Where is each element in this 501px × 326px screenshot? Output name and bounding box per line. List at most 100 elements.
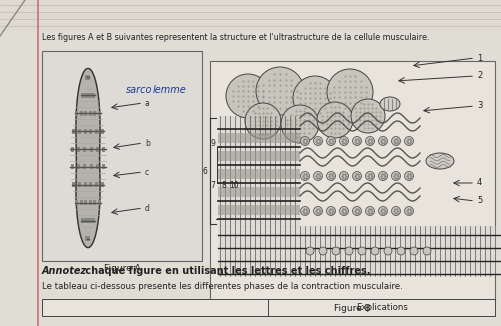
- Circle shape: [326, 137, 335, 145]
- Circle shape: [378, 206, 387, 215]
- Bar: [83, 165, 86, 170]
- Bar: [87, 75, 90, 80]
- Text: 2: 2: [476, 71, 481, 80]
- Bar: [83, 218, 86, 223]
- Circle shape: [326, 171, 335, 181]
- Bar: [81, 93, 84, 98]
- Circle shape: [300, 137, 309, 145]
- Bar: [95, 183, 98, 187]
- Text: Explications: Explications: [355, 303, 407, 312]
- Circle shape: [404, 171, 413, 181]
- Circle shape: [313, 206, 322, 215]
- Circle shape: [326, 206, 335, 215]
- Text: Figure B: Figure B: [334, 304, 370, 313]
- Bar: [77, 165, 80, 170]
- Bar: [89, 128, 92, 134]
- Circle shape: [318, 247, 326, 255]
- Circle shape: [339, 171, 348, 181]
- Circle shape: [316, 102, 352, 138]
- Bar: [101, 183, 104, 187]
- Bar: [97, 111, 100, 116]
- Circle shape: [422, 247, 430, 255]
- Bar: [92, 93, 95, 98]
- Circle shape: [300, 206, 309, 215]
- Circle shape: [357, 247, 365, 255]
- Circle shape: [370, 247, 378, 255]
- Bar: [93, 200, 96, 205]
- Text: 1: 1: [476, 54, 481, 63]
- Text: chaque figure en utilisant les lettres et les chiffres.: chaque figure en utilisant les lettres e…: [82, 266, 370, 276]
- Bar: [83, 93, 86, 98]
- Bar: [72, 128, 75, 134]
- Text: Le tableau ci-dessous presente les differentes phases de la contraction musculai: Le tableau ci-dessous presente les diffe…: [42, 282, 402, 291]
- Text: 6: 6: [202, 167, 206, 175]
- Bar: [90, 165, 93, 170]
- Circle shape: [352, 137, 361, 145]
- Circle shape: [391, 171, 400, 181]
- Text: Figure A: Figure A: [103, 264, 140, 273]
- Circle shape: [409, 247, 417, 255]
- Bar: [89, 93, 92, 98]
- Bar: [85, 218, 88, 223]
- Bar: [84, 200, 87, 205]
- Circle shape: [313, 137, 322, 145]
- Text: Les figures A et B suivantes representent la structure et l'ultrastructure de la: Les figures A et B suivantes representen…: [42, 33, 429, 42]
- Circle shape: [339, 206, 348, 215]
- Circle shape: [339, 137, 348, 145]
- Circle shape: [352, 206, 361, 215]
- Bar: [86, 75, 89, 80]
- Circle shape: [326, 69, 372, 115]
- Bar: [86, 236, 89, 241]
- Bar: [71, 146, 74, 152]
- Circle shape: [365, 206, 374, 215]
- Bar: [0, 0, 501, 31]
- Circle shape: [404, 206, 413, 215]
- Bar: [217, 116, 300, 226]
- Bar: [42, 51, 201, 261]
- Bar: [209, 61, 494, 301]
- Text: c: c: [145, 168, 149, 177]
- Bar: [217, 226, 499, 276]
- Bar: [102, 146, 105, 152]
- Circle shape: [293, 76, 336, 120]
- Bar: [87, 236, 90, 241]
- Circle shape: [365, 171, 374, 181]
- Circle shape: [396, 247, 404, 255]
- Circle shape: [383, 247, 391, 255]
- Ellipse shape: [425, 153, 453, 169]
- Circle shape: [306, 247, 313, 255]
- Bar: [217, 205, 300, 215]
- Bar: [75, 200, 78, 205]
- Bar: [90, 146, 93, 152]
- Bar: [96, 146, 99, 152]
- Circle shape: [281, 105, 318, 143]
- Bar: [84, 183, 87, 187]
- Ellipse shape: [379, 97, 399, 111]
- Circle shape: [365, 137, 374, 145]
- Text: 8: 8: [221, 182, 226, 190]
- Text: sarco: sarco: [126, 85, 152, 95]
- Bar: [87, 75, 90, 80]
- Circle shape: [244, 103, 281, 139]
- Circle shape: [352, 171, 361, 181]
- Bar: [80, 200, 83, 205]
- Text: a: a: [145, 99, 149, 108]
- Circle shape: [331, 247, 339, 255]
- Text: lemme: lemme: [153, 85, 186, 95]
- Bar: [87, 93, 90, 98]
- Bar: [217, 186, 300, 198]
- Bar: [89, 183, 92, 187]
- Circle shape: [391, 206, 400, 215]
- Text: d: d: [145, 204, 150, 213]
- Bar: [85, 75, 88, 80]
- Bar: [95, 128, 98, 134]
- Text: 9: 9: [210, 140, 214, 149]
- Text: 4: 4: [476, 178, 481, 187]
- Polygon shape: [76, 68, 100, 248]
- Text: 7: 7: [210, 182, 214, 190]
- Bar: [75, 111, 78, 116]
- Circle shape: [350, 99, 384, 133]
- Bar: [85, 236, 88, 241]
- Bar: [87, 218, 90, 223]
- Bar: [77, 146, 80, 152]
